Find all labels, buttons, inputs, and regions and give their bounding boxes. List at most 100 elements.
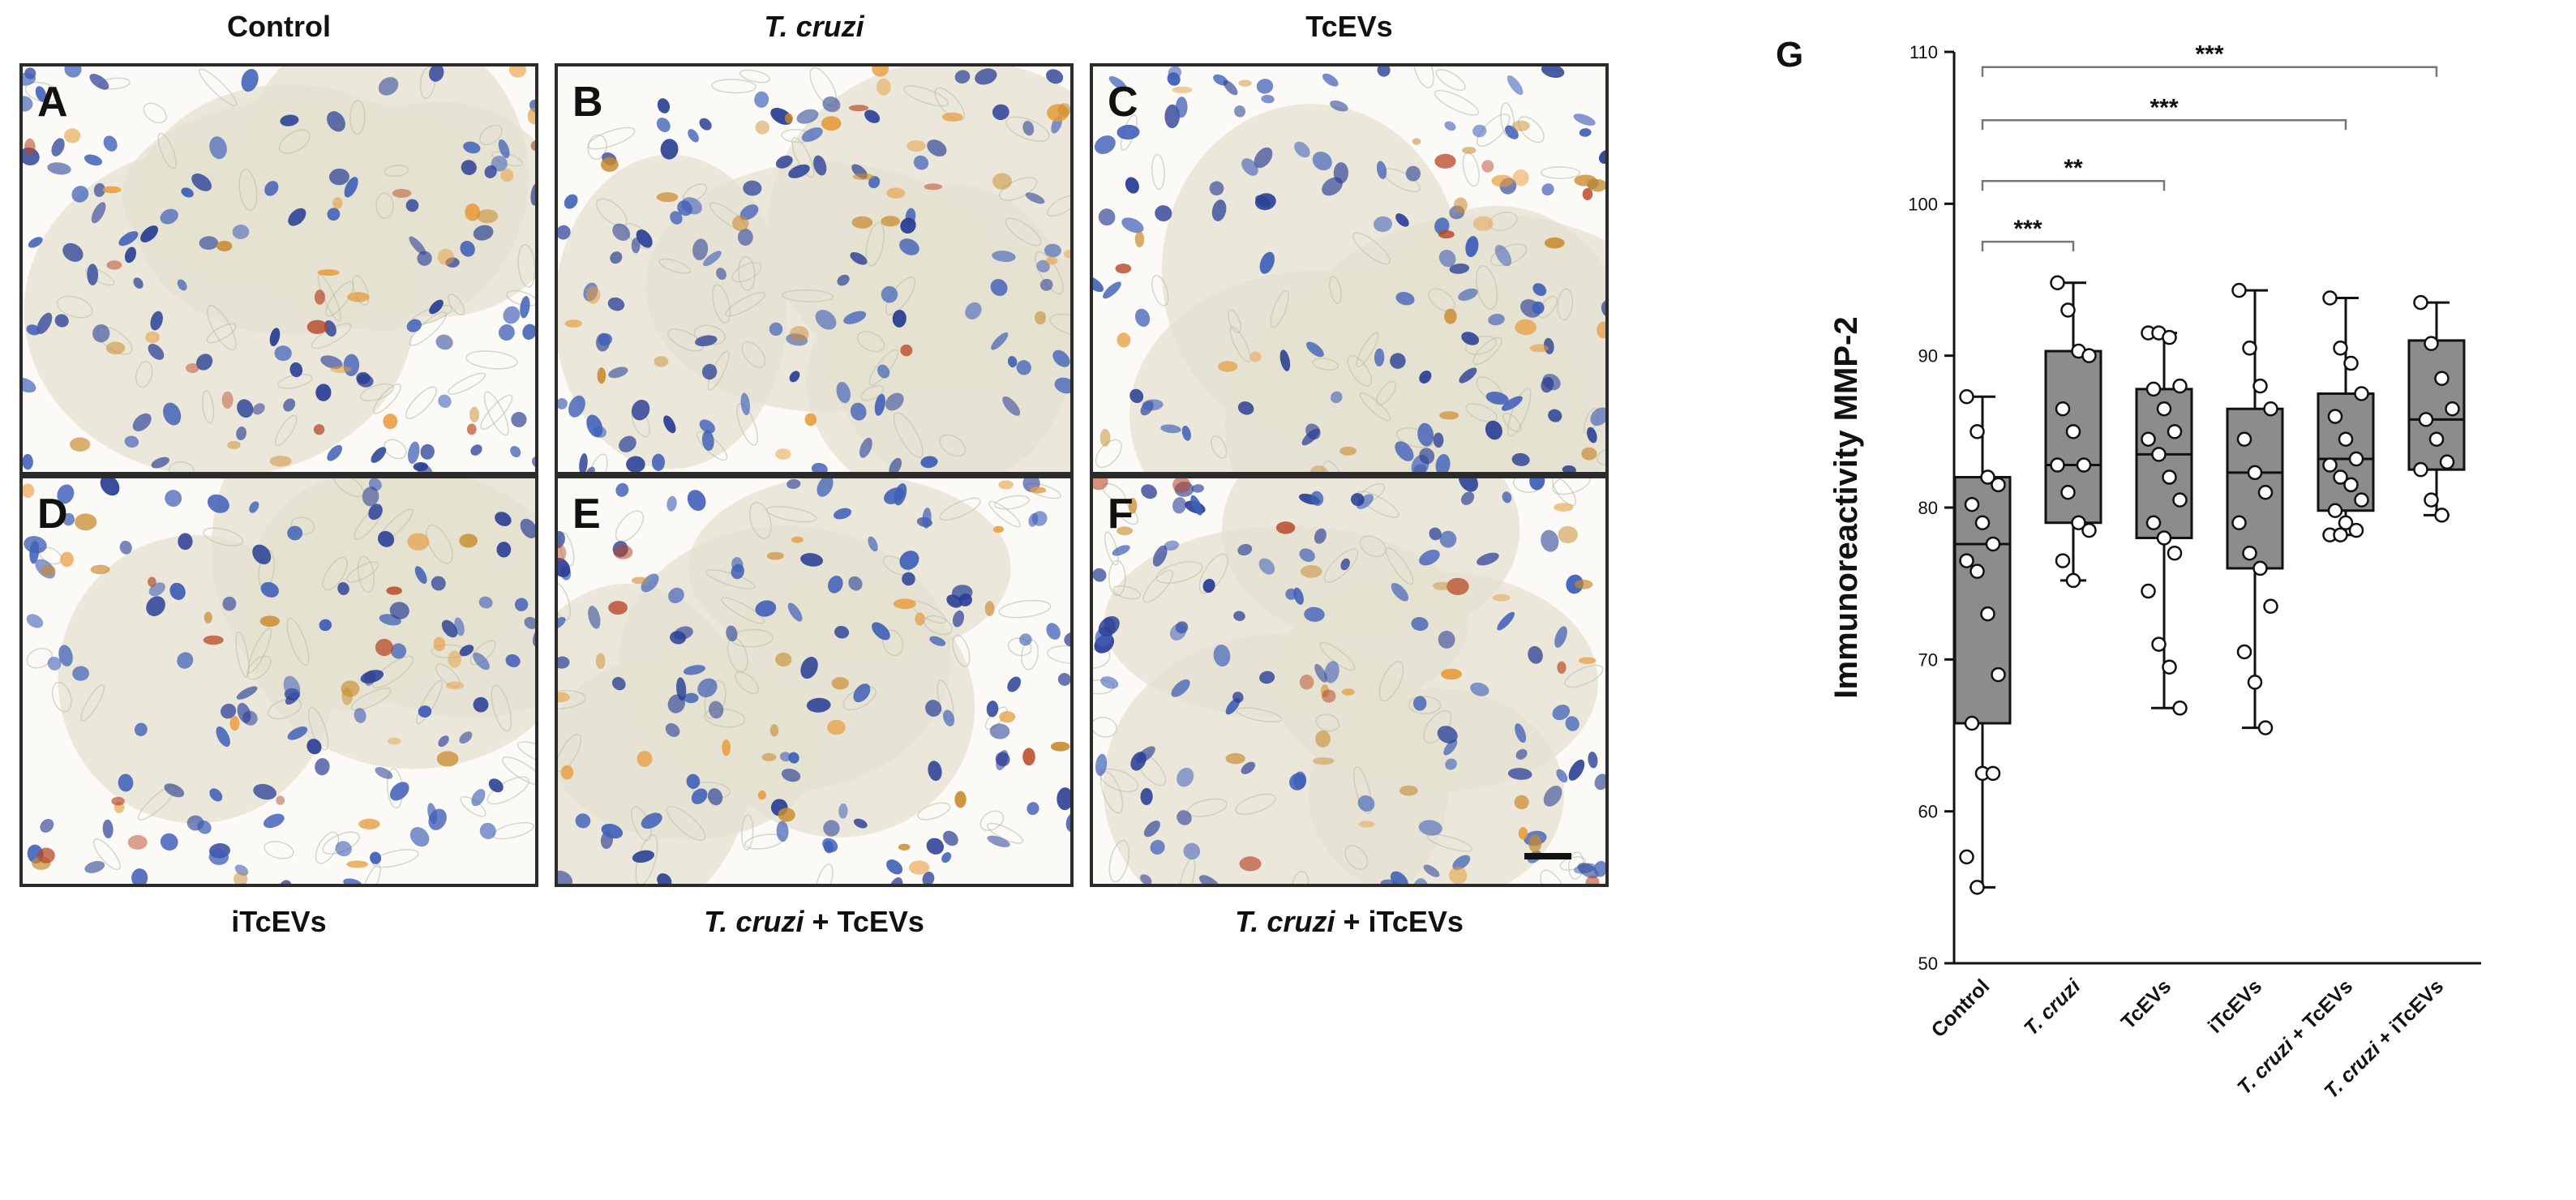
data-point <box>2247 465 2263 481</box>
data-point <box>1985 765 2001 782</box>
data-point <box>2428 431 2445 447</box>
data-point <box>2242 545 2257 561</box>
y-tick-label: 50 <box>1918 954 1938 974</box>
row-label-itcevs: iTcEVs <box>231 905 327 938</box>
x-category-label: T. cruzi <box>2020 975 2085 1040</box>
data-point <box>1991 666 2006 683</box>
significance-label: *** <box>2150 94 2178 121</box>
data-point <box>2162 659 2177 675</box>
significance-label: ** <box>2064 155 2083 182</box>
data-point <box>2322 290 2338 306</box>
box-group <box>2044 275 2102 589</box>
data-point <box>1991 477 2006 493</box>
data-point <box>2156 530 2172 546</box>
data-point <box>1980 606 1995 622</box>
data-point <box>2348 522 2364 538</box>
significance-label: *** <box>2013 216 2042 242</box>
data-point <box>1959 553 1974 568</box>
data-point <box>1974 515 1991 530</box>
data-point <box>2236 644 2252 660</box>
data-point <box>1959 849 1974 865</box>
data-point <box>2263 598 2278 615</box>
data-point <box>1985 536 2001 552</box>
data-point <box>2167 424 2183 439</box>
data-point <box>1980 469 1995 485</box>
data-point <box>2418 412 2434 427</box>
box-group <box>2317 290 2375 542</box>
data-point <box>2060 302 2076 318</box>
box-plot-chart: 50 60 70 80 90 100 110 Immunoreactivity MMP-2 G C… <box>1776 35 2481 1104</box>
data-point <box>2354 492 2369 508</box>
data-point <box>2424 492 2439 508</box>
significance-bracket: ** <box>1981 155 2166 191</box>
data-point <box>2434 371 2450 387</box>
box-group <box>2407 294 2466 523</box>
panel-letter-a: A <box>37 79 68 126</box>
data-point <box>2141 583 2156 599</box>
data-point <box>2050 275 2065 290</box>
data-point <box>2145 515 2162 530</box>
micrograph-d-image <box>23 478 535 884</box>
data-point <box>2231 515 2247 530</box>
data-point <box>2081 348 2097 363</box>
data-point <box>2151 447 2167 462</box>
column-title-t-cruzi: T. cruzi <box>764 10 864 43</box>
y-tick-label: 100 <box>1908 194 1938 214</box>
data-point <box>2333 469 2348 485</box>
y-tick-label: 80 <box>1918 498 1938 518</box>
data-point <box>2151 636 2167 652</box>
micrograph-a-image <box>23 66 535 472</box>
micrograph-c-image <box>1093 66 1605 472</box>
data-point <box>2076 457 2092 473</box>
data-point <box>2162 329 2177 345</box>
data-point <box>1964 497 1980 512</box>
data-point <box>2231 282 2247 298</box>
data-point <box>2333 527 2348 542</box>
row-label-t-cruzi-itcevs: T. cruzi + iTcEVs <box>1235 905 1464 938</box>
data-point <box>2156 401 2172 417</box>
micrograph-panel-f: F <box>1090 475 1609 887</box>
panel-letter-e: E <box>572 491 601 538</box>
significance-bracket: *** <box>1981 41 2438 77</box>
data-point <box>2071 515 2086 530</box>
data-point <box>1970 424 1985 439</box>
micrograph-panel-c: C <box>1090 63 1609 475</box>
data-point <box>1970 564 1985 579</box>
box-group <box>1953 388 2012 895</box>
data-point <box>2434 508 2450 523</box>
data-point <box>2413 461 2428 478</box>
micrograph-f-image <box>1093 478 1605 884</box>
x-category-label: TcEVs <box>2117 975 2176 1034</box>
box-group <box>2135 325 2193 716</box>
data-point <box>2327 503 2343 518</box>
data-point <box>2252 378 2268 394</box>
significance-bracket: *** <box>1981 216 2075 252</box>
column-title-control: Control <box>227 10 331 43</box>
y-tick-label: 90 <box>1918 346 1938 366</box>
micrograph-panel-a: A <box>19 63 538 475</box>
data-point <box>2348 451 2364 467</box>
box-iqr <box>2226 407 2284 570</box>
column-title-tcevs: TcEVs <box>1305 10 1393 43</box>
data-point <box>2060 485 2076 500</box>
data-point <box>2247 675 2263 690</box>
micrograph-e-image <box>558 478 1070 884</box>
data-point <box>2172 378 2188 394</box>
data-point <box>2424 336 2439 351</box>
data-point <box>2343 355 2359 371</box>
data-point <box>2257 485 2274 500</box>
data-point <box>2327 409 2343 424</box>
data-point <box>2252 560 2268 576</box>
data-point <box>2445 401 2460 417</box>
panel-letter-g: G <box>1776 35 1803 75</box>
data-point <box>2338 515 2354 530</box>
data-point <box>1959 388 1974 405</box>
data-point <box>2055 401 2071 417</box>
panel-letter-f: F <box>1108 491 1134 538</box>
y-tick-label: 110 <box>1909 42 1938 62</box>
data-point <box>2263 401 2278 417</box>
micrograph-panel-e: E <box>555 475 1074 887</box>
data-point <box>2145 381 2162 397</box>
box-group <box>2226 282 2284 735</box>
micrograph-panel-b: B <box>555 63 1074 475</box>
